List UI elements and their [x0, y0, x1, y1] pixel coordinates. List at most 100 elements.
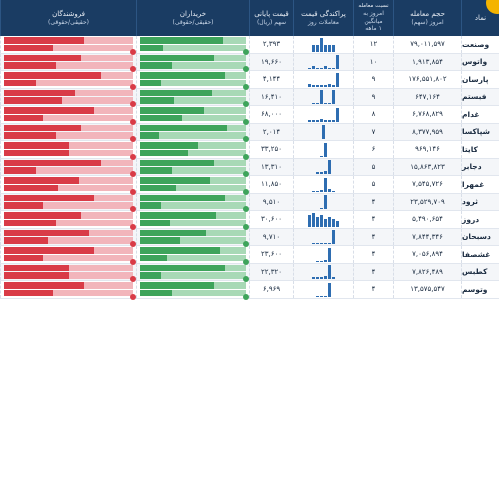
seller-user-icon: [130, 188, 136, 195]
seller-rest-fill: [55, 62, 133, 69]
buyer-legal-bar: [140, 62, 246, 69]
table-row[interactable]: غمهرا ۷,۵۴۵,۷۲۶ ۵ ۱۱,۸۵۰: [0, 176, 499, 195]
table-row[interactable]: واتوس ۱,۹۱۳,۸۵۴ ۱۰ ۱۹,۶۶۰: [0, 53, 499, 72]
table-row[interactable]: دجابر ۱۵,۸۶۳,۸۲۳ ۵ ۱۳,۳۱۰: [0, 158, 499, 177]
price-cell: ۲,۰۱۴: [249, 123, 293, 140]
table-row[interactable]: دروز ۵,۴۹۰,۶۵۴ ۴ ۳۰,۶۰۰: [0, 211, 499, 230]
table-row[interactable]: فبستم ۶۴۷,۱۶۴ ۹ ۱۶,۴۱۰: [0, 88, 499, 107]
distribution-bar: [328, 103, 331, 104]
table-row[interactable]: دسبحان ۷,۸۴۴,۳۴۶ ۴ ۹,۷۱۰: [0, 228, 499, 247]
buyer-rest-fill: [203, 107, 246, 114]
symbol-cell[interactable]: وصنعت: [461, 36, 499, 53]
table-row[interactable]: ثرود ۲۳,۵۲۹,۷۰۹ ۴ ۹,۵۱۰: [0, 193, 499, 212]
seller-user-icon: [130, 136, 136, 142]
header-ratio[interactable]: نسبت معامله امروز به میانگین ۱ ماهه: [353, 0, 393, 36]
header-volume[interactable]: حجم معامله امروز (سهم): [393, 0, 461, 36]
ratio-cell: ۱۰: [353, 53, 393, 70]
buyers-bars: [136, 211, 249, 230]
symbol-cell[interactable]: شپاکسا: [461, 123, 499, 140]
symbol-cell[interactable]: ثرود: [461, 193, 499, 210]
symbol-cell[interactable]: کطبس: [461, 263, 499, 280]
seller-rest-fill: [83, 282, 133, 289]
price-distribution-chart: [293, 71, 353, 88]
distribution-bar: [336, 107, 339, 122]
volume-cell: ۱۳,۵۷۵,۵۴۷: [393, 281, 461, 298]
seller-share-fill: [4, 254, 43, 262]
header-price[interactable]: قیمت پایانی سهم (ریال): [249, 0, 293, 36]
buyer-rest-fill: [163, 44, 246, 52]
buyers-bars: [136, 158, 249, 177]
table-row[interactable]: پارسان ۱۷۶,۵۵۱,۸۰۲ ۹ ۴,۱۴۴: [0, 71, 499, 90]
symbol-cell[interactable]: غدام: [461, 106, 499, 123]
table-row[interactable]: غشصفا ۷,۰۵۶,۸۹۴ ۴ ۲۳,۶۰۰: [0, 246, 499, 265]
table-row[interactable]: کایتا ۹۶۹,۱۴۶ ۶ ۳۳,۲۵۰: [0, 141, 499, 160]
table-row[interactable]: وصنعت ۷۹,۰۱۱,۵۹۷ ۱۲ ۲,۳۹۳: [0, 36, 499, 55]
buyer-legal-bar: [140, 272, 246, 279]
header-symbol[interactable]: نماد: [461, 0, 499, 36]
distribution-bar: [324, 195, 327, 209]
buyer-real-bar: [140, 282, 246, 289]
seller-rest-fill: [81, 124, 133, 132]
seller-rest-fill: [94, 107, 133, 114]
distribution-bar: [324, 243, 327, 244]
buyer-share-fill: [140, 184, 177, 192]
ratio-cell: ۴: [353, 228, 393, 245]
distribution-bar: [316, 295, 319, 297]
distribution-bar: [312, 120, 315, 122]
seller-rest-fill: [94, 194, 133, 202]
brand-logo-icon: [486, 0, 499, 14]
buyer-legal-bar: [140, 167, 246, 174]
seller-legal-bar: [4, 237, 133, 244]
symbol-cell[interactable]: فبستم: [461, 88, 499, 105]
buyer-rest-fill: [159, 132, 246, 139]
buyer-rest-fill: [161, 272, 246, 279]
buyer-rest-fill: [161, 202, 246, 209]
distribution-bar: [328, 265, 331, 279]
seller-share-fill: [4, 247, 95, 254]
seller-share-fill: [4, 89, 75, 97]
symbol-cell[interactable]: وتوسم: [461, 281, 499, 298]
volume-cell: ۷,۵۴۵,۷۲۶: [393, 176, 461, 193]
seller-rest-fill: [89, 229, 133, 237]
buyer-rest-fill: [173, 97, 246, 104]
seller-share-fill: [4, 184, 59, 192]
buyer-share-fill: [140, 159, 215, 167]
volume-cell: ۶۴۷,۱۶۴: [393, 88, 461, 105]
seller-rest-fill: [100, 159, 133, 167]
buyer-rest-fill: [198, 142, 246, 149]
symbol-cell[interactable]: غشصفا: [461, 246, 499, 263]
symbol-cell[interactable]: دجابر: [461, 158, 499, 175]
distribution-bar: [324, 44, 327, 52]
distribution-bar: [320, 208, 323, 209]
symbol-cell[interactable]: غمهرا: [461, 176, 499, 193]
table-row[interactable]: کطبس ۷,۸۲۶,۴۸۹ ۴ ۲۲,۳۲۰: [0, 263, 499, 282]
buyer-legal-bar: [140, 97, 246, 104]
seller-real-bar: [4, 264, 133, 272]
table-row[interactable]: وتوسم ۱۳,۵۷۵,۵۴۷ ۴ ۶,۹۶۹: [0, 281, 499, 300]
buyers-bars: [136, 71, 249, 90]
buyer-share-fill: [140, 194, 225, 202]
buyer-user-icon: [243, 101, 249, 107]
table-body: وصنعت ۷۹,۰۱۱,۵۹۷ ۱۲ ۲,۳۹۳ واتوس ۱,۹۱۳,۸۵۴ ۱۰ ۱۹…: [0, 36, 499, 300]
seller-share-fill: [4, 54, 82, 62]
symbol-cell[interactable]: دسبحان: [461, 228, 499, 245]
symbol-cell[interactable]: واتوس: [461, 53, 499, 70]
distribution-bar: [328, 282, 331, 297]
seller-share-fill: [4, 167, 37, 174]
symbol-cell[interactable]: پارسان: [461, 71, 499, 88]
distribution-bar: [320, 67, 323, 69]
seller-rest-fill: [68, 149, 133, 157]
seller-share-fill: [4, 237, 48, 244]
seller-user-icon: [130, 293, 136, 300]
price-distribution-chart: [293, 88, 353, 105]
price-distribution-chart: [293, 106, 353, 123]
seller-rest-fill: [53, 289, 133, 297]
buyer-rest-fill: [171, 167, 246, 174]
symbol-cell[interactable]: دروز: [461, 211, 499, 228]
buyer-user-icon: [243, 48, 249, 55]
distribution-bar: [336, 72, 339, 87]
table-row[interactable]: شپاکسا ۸,۳۷۷,۹۵۹ ۷ ۲,۰۱۴: [0, 123, 499, 142]
seller-rest-fill: [36, 167, 133, 174]
symbol-cell[interactable]: کایتا: [461, 141, 499, 158]
table-row[interactable]: غدام ۶,۷۶۸,۸۲۹ ۸ ۶۸,۰۰۰: [0, 106, 499, 125]
